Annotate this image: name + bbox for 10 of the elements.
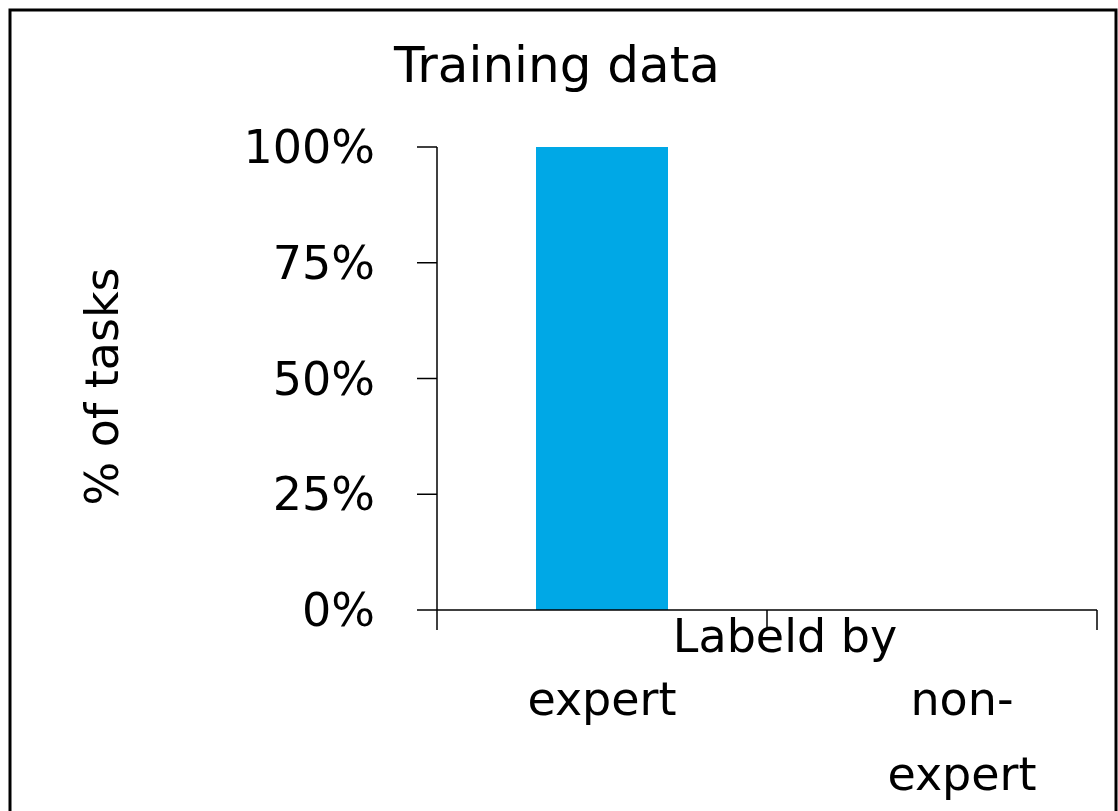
y-tick-label: 50%: [272, 351, 375, 406]
chart-title: Training data: [393, 36, 720, 94]
x-tick-label: expert: [527, 672, 677, 726]
y-axis-title: % of tasks: [75, 267, 129, 506]
y-tick-label: 25%: [272, 467, 375, 522]
y-tick-label: 0%: [302, 583, 375, 638]
y-tick-label: 75%: [272, 235, 375, 290]
x-axis-title: Labeld by: [672, 609, 898, 663]
x-tick-label: non-expert: [887, 672, 1037, 801]
y-tick-label: 100%: [243, 120, 375, 175]
